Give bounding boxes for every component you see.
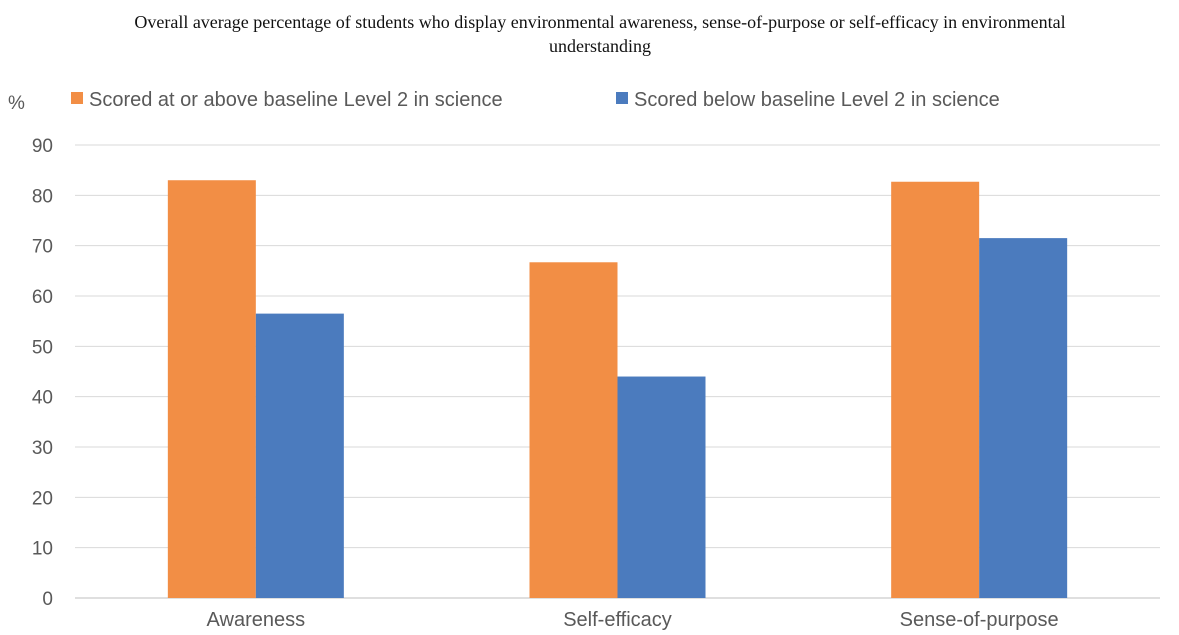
- y-tick-label-10: 10: [32, 539, 53, 560]
- x-category-label-awareness: Awareness: [207, 609, 306, 631]
- legend-label-below: Scored below baseline Level 2 in science: [634, 89, 1000, 111]
- legend-swatch-below: [616, 92, 628, 104]
- bar-self-efficacy-series-1: [617, 376, 706, 598]
- bar-sense-of-purpose-series-0: [891, 181, 980, 598]
- bar-self-efficacy-series-0: [529, 262, 618, 598]
- y-tick-label-30: 30: [32, 438, 53, 459]
- y-tick-label-40: 40: [32, 388, 53, 409]
- legend-swatch-at-or-above: [71, 92, 83, 104]
- bars: [167, 180, 1068, 598]
- y-tick-label-0: 0: [42, 589, 53, 610]
- x-axis-labels: Awareness Self-efficacy Sense-of-purpose: [207, 609, 1059, 631]
- y-tick-label-60: 60: [32, 287, 53, 308]
- y-axis-unit-label: %: [8, 93, 25, 114]
- legend: Scored at or above baseline Level 2 in s…: [71, 89, 1000, 111]
- chart-title: Overall average percentage of students w…: [134, 12, 1066, 56]
- y-axis-ticks: 0 10 20 30 40 50 60 70 80 90: [32, 136, 53, 610]
- y-tick-label-70: 70: [32, 237, 53, 258]
- y-tick-label-20: 20: [32, 488, 53, 509]
- bar-awareness-series-0: [167, 180, 256, 598]
- y-tick-label-50: 50: [32, 337, 53, 358]
- bar-awareness-series-1: [255, 313, 344, 598]
- y-tick-label-80: 80: [32, 186, 53, 207]
- y-tick-label-90: 90: [32, 136, 53, 157]
- bar-sense-of-purpose-series-1: [979, 238, 1068, 598]
- legend-label-at-or-above: Scored at or above baseline Level 2 in s…: [89, 89, 503, 111]
- x-category-label-sense-of-purpose: Sense-of-purpose: [900, 609, 1059, 631]
- x-category-label-self-efficacy: Self-efficacy: [563, 609, 672, 631]
